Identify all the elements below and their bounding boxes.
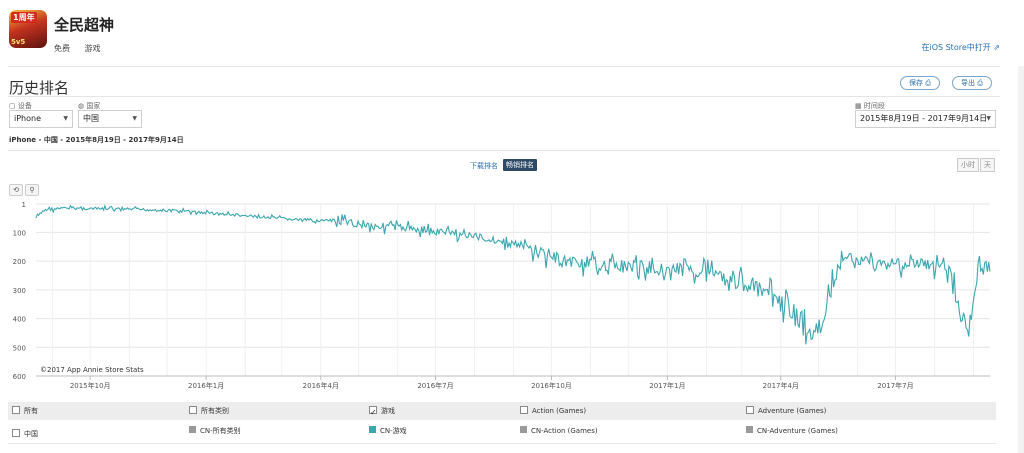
legend-series-label: CN-所有类别 [200,427,241,435]
section-divider [8,96,1000,97]
legend-adventure-games[interactable]: Adventure (Games) [746,402,826,420]
date-range-value: 2015年8月19日 - 2017年9月14日 [860,114,988,123]
app-icon-vs-label: 5v5 [11,38,26,46]
app-icon-badge: 1周年 [11,12,37,23]
y-tick-label: 1 [22,201,26,209]
legend-action-games[interactable]: Action (Games) [520,402,586,420]
country-label: ◍ 国家 [78,102,101,110]
legend-series-games[interactable]: CN-游戏 [369,422,407,440]
legend-row-china: 中国 CN-所有类别 CN-游戏 CN-Action (Games) CN-Ad… [8,422,996,444]
save-button[interactable]: 保存 ⎙ [900,76,940,90]
x-tick-label: 2017年1月 [649,381,685,390]
date-range-select[interactable]: 2015年8月19日 - 2017年9月14日 ▼ [855,110,996,128]
app-icon: 1周年 5v5 [9,10,47,48]
x-tick-label: 2016年4月 [303,381,339,390]
tab-grossing-rank[interactable]: 畅销排名 [503,159,537,171]
legend-series-label: CN-Adventure (Games) [757,427,838,435]
series-swatch [189,426,196,433]
y-tick-label: 300 [13,287,26,295]
legend-adventure-games-label: Adventure (Games) [758,407,827,415]
x-tick-label: 2017年7月 [877,381,913,390]
legend-series-label: CN-游戏 [380,427,407,435]
header-divider [8,66,1000,67]
device-select-value: iPhone [14,114,42,123]
x-tick-label: 2016年10月 [531,381,572,390]
reset-zoom-icon[interactable]: ⟲ [9,184,23,196]
legend-all-categories[interactable]: 所有类别 [189,402,229,420]
export-button[interactable]: 导出 ⎙ [952,76,992,90]
app-price: 免费 [54,44,70,53]
country-select-value: 中国 [83,114,99,123]
page-scrollbar[interactable] [1018,66,1024,453]
granularity-hour[interactable]: 小时 [957,158,979,172]
tab-downloads-rank[interactable]: 下载排名 [470,162,498,170]
app-title: 全民超神 [54,16,115,34]
legend-series-all-categories[interactable]: CN-所有类别 [189,422,241,440]
legend-country[interactable]: 中国 [12,425,38,443]
checkbox-icon[interactable] [12,429,20,437]
legend-series-action[interactable]: CN-Action (Games) [520,422,598,440]
x-tick-label: 2017年4月 [763,381,799,390]
checkbox-icon[interactable] [520,406,528,414]
open-in-store-link[interactable]: 在iOS Store中打开 ⇗ [921,43,1000,52]
chevron-down-icon: ▼ [986,115,991,122]
chart-copyright: ©2017 App Annie Store Stats [40,366,144,374]
series-swatch [520,426,527,433]
device-select[interactable]: iPhone ▼ [9,110,73,128]
date-range-label: ▦ 时间段 [855,102,885,110]
app-meta: 免费 游戏 [54,43,113,54]
series-swatch [746,426,753,433]
app-category: 游戏 [84,44,101,53]
legend-series-adventure[interactable]: CN-Adventure (Games) [746,422,838,440]
y-tick-label: 500 [13,344,26,352]
filter-summary: iPhone - 中国 - 2015年8月19日 - 2017年9月14日 [9,136,184,144]
legend-country-label: 中国 [24,430,38,438]
device-label: ▢ 设备 [9,102,32,110]
legend-header: 所有 所有类别 游戏 Action (Games) Adventure (Gam… [8,402,996,422]
chevron-down-icon: ▼ [63,115,68,122]
granularity-day[interactable]: 天 [980,158,995,172]
country-select[interactable]: 中国 ▼ [78,110,142,128]
x-tick-label: 2016年1月 [188,381,224,390]
x-tick-label: 2015年10月 [70,381,111,390]
legend-games-label: 游戏 [381,407,395,415]
legend-all[interactable]: 所有 [12,402,38,420]
series-swatch [369,426,376,433]
legend-all-categories-label: 所有类别 [201,407,229,415]
y-tick-label: 100 [13,229,26,237]
filter-divider [8,150,1000,151]
zoom-icon[interactable]: ⚲ [25,184,39,196]
rank-history-chart: 1 100 200 300 400 500 600 2015年10月 2016年1月 2016年4… [13,201,991,390]
series-line-cn-games [35,204,991,345]
legend-series-label: CN-Action (Games) [531,427,598,435]
y-tick-label: 400 [13,316,26,324]
legend-all-label: 所有 [24,407,38,415]
y-tick-label: 200 [13,258,26,266]
legend-action-games-label: Action (Games) [532,407,587,415]
checkbox-icon[interactable] [12,406,20,414]
checkbox-checked-icon[interactable] [369,404,377,422]
legend-games[interactable]: 游戏 [369,402,395,422]
chevron-down-icon: ▼ [132,115,137,122]
y-tick-label: 600 [13,373,26,381]
checkbox-icon[interactable] [189,406,197,414]
checkbox-icon[interactable] [746,406,754,414]
x-tick-label: 2016年7月 [417,381,453,390]
section-title: 历史排名 [9,79,70,97]
app-header: 1周年 5v5 全民超神 免费 游戏 在iOS Store中打开 ⇗ [0,0,1024,66]
